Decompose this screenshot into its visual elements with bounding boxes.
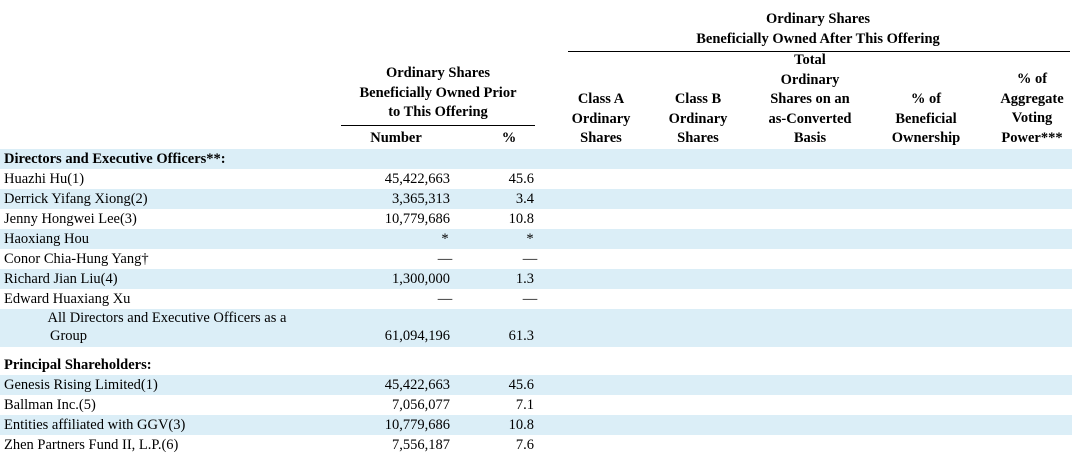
header-total: Total Ordinary Shares on an as-Converted… — [750, 51, 870, 149]
header-class-a-line-3: Shares — [580, 130, 622, 147]
row-name: Zhen Partners Fund II, L.P.(6) — [4, 437, 179, 453]
header-voting-line-4: Power*** — [1001, 129, 1063, 146]
row-number: — — [437, 251, 453, 267]
row-number: 10,779,686 — [384, 211, 450, 227]
header-voting-line-3: Voting — [1011, 110, 1053, 127]
row-number: — — [437, 291, 453, 307]
header-class-b-line-1: Class B — [674, 91, 722, 107]
row-pct: 1.3 — [515, 271, 534, 287]
row-number: 45,422,663 — [384, 171, 450, 187]
row-number: * — [441, 231, 449, 247]
header-beneficial-line-2: Beneficial — [895, 110, 957, 127]
header-after-offering-group: Ordinary Shares Beneficially Owned After… — [568, 10, 1068, 49]
table-row: Conor Chia-Hung Yang† — — — [0, 249, 1072, 269]
row-pct: 10.8 — [508, 417, 534, 433]
section-directors-title: Directors and Executive Officers**: — [4, 151, 226, 167]
header-beneficial-line-3: Ownership — [891, 130, 961, 147]
header-voting-line-1: % of — [1016, 71, 1048, 87]
row-pct: — — [522, 291, 538, 307]
header-class-a-line-2: Ordinary — [571, 110, 631, 127]
table-row: Richard Jian Liu(4) 1,300,000 1.3 — [0, 269, 1072, 289]
row-pct: 10.8 — [508, 211, 534, 227]
header-number: Number — [370, 130, 422, 146]
header-pct: % — [501, 130, 517, 146]
row-number: 45,422,663 — [384, 377, 450, 393]
header-total-line-2: Ordinary — [780, 71, 840, 88]
header-beneficial: % of Beneficial Ownership — [880, 90, 972, 149]
header-total-line-3: Shares on an — [770, 91, 850, 108]
row-number: 3,365,313 — [392, 191, 450, 207]
table-row: Haoxiang Hou * * — [0, 229, 1072, 249]
group-total-name-line-1: All Directors and Executive Officers as … — [47, 310, 287, 326]
table-row: Ballman Inc.(5) 7,056,077 7.1 — [0, 395, 1072, 415]
header-total-line-4: as-Converted — [768, 110, 852, 127]
row-name: Derrick Yifang Xiong(2) — [4, 191, 148, 207]
table-row-group-total: All Directors and Executive Officers as … — [0, 309, 1072, 347]
row-pct: 7.6 — [515, 437, 534, 453]
row-pct: 3.4 — [515, 191, 534, 207]
header-class-b-line-2: Ordinary — [668, 110, 728, 127]
header-prior-line-1: Ordinary Shares — [385, 65, 491, 81]
row-name: Entities affiliated with GGV(3) — [4, 417, 186, 433]
row-pct: 7.1 — [515, 397, 534, 413]
row-name: Richard Jian Liu(4) — [4, 271, 118, 287]
header-class-a: Class A Ordinary Shares — [566, 90, 636, 149]
table-row: Zhen Partners Fund II, L.P.(6) 7,556,187… — [0, 435, 1072, 455]
header-prior-line-3: to This Offering — [388, 104, 488, 121]
header-beneficial-line-1: % of — [910, 91, 942, 107]
header-class-b-line-3: Shares — [677, 130, 719, 147]
header-class-b: Class B Ordinary Shares — [663, 90, 733, 149]
table-row: Entities affiliated with GGV(3) 10,779,6… — [0, 415, 1072, 435]
row-name: Jenny Hongwei Lee(3) — [4, 211, 137, 227]
row-number: 1,300,000 — [392, 271, 450, 287]
row-pct: 45.6 — [508, 377, 534, 393]
header-after-rule — [568, 51, 1070, 52]
header-total-line-5: Basis — [793, 130, 827, 147]
header-voting: % of Aggregate Voting Power*** — [990, 70, 1074, 148]
table-row: Derrick Yifang Xiong(2) 3,365,313 3.4 — [0, 189, 1072, 209]
row-name: Ballman Inc.(5) — [4, 397, 96, 413]
header-after-line-1: Ordinary Shares — [765, 11, 871, 27]
table-row: Jenny Hongwei Lee(3) 10,779,686 10.8 — [0, 209, 1072, 229]
row-name: Haoxiang Hou — [4, 231, 89, 247]
row-number: 7,056,077 — [392, 397, 450, 413]
header-prior-line-2: Beneficially Owned Prior — [359, 84, 517, 101]
row-name: Huazhi Hu(1) — [4, 171, 85, 187]
row-name: Conor Chia-Hung Yang† — [4, 251, 149, 267]
table-row: Genesis Rising Limited(1) 45,422,663 45.… — [0, 375, 1072, 395]
section-principal-title: Principal Shareholders: — [4, 357, 152, 373]
header-after-line-2: Beneficially Owned After This Offering — [696, 30, 940, 47]
row-pct: * — [526, 231, 534, 247]
group-total-number: 61,094,196 — [384, 328, 450, 344]
header-prior-offering-group: Ordinary Shares Beneficially Owned Prior… — [338, 64, 538, 123]
row-pct: — — [522, 251, 538, 267]
header-voting-line-2: Aggregate — [1000, 90, 1064, 107]
table-row: Huazhi Hu(1) 45,422,663 45.6 — [0, 169, 1072, 189]
header-class-a-line-1: Class A — [577, 91, 625, 107]
group-total-name-line-2: Group — [50, 328, 88, 344]
row-name: Edward Huaxiang Xu — [4, 291, 131, 307]
row-number: 7,556,187 — [392, 437, 450, 453]
row-number: 10,779,686 — [384, 417, 450, 433]
section-directors-row: Directors and Executive Officers**: — [0, 149, 1072, 169]
row-pct: 45.6 — [508, 171, 534, 187]
header-prior-rule — [341, 125, 535, 126]
section-principal-row: Principal Shareholders: — [0, 355, 1072, 375]
group-total-pct: 61.3 — [508, 328, 534, 344]
header-total-line-1: Total — [794, 52, 826, 68]
row-name: Genesis Rising Limited(1) — [4, 377, 158, 393]
table-row: Edward Huaxiang Xu — — — [0, 289, 1072, 309]
